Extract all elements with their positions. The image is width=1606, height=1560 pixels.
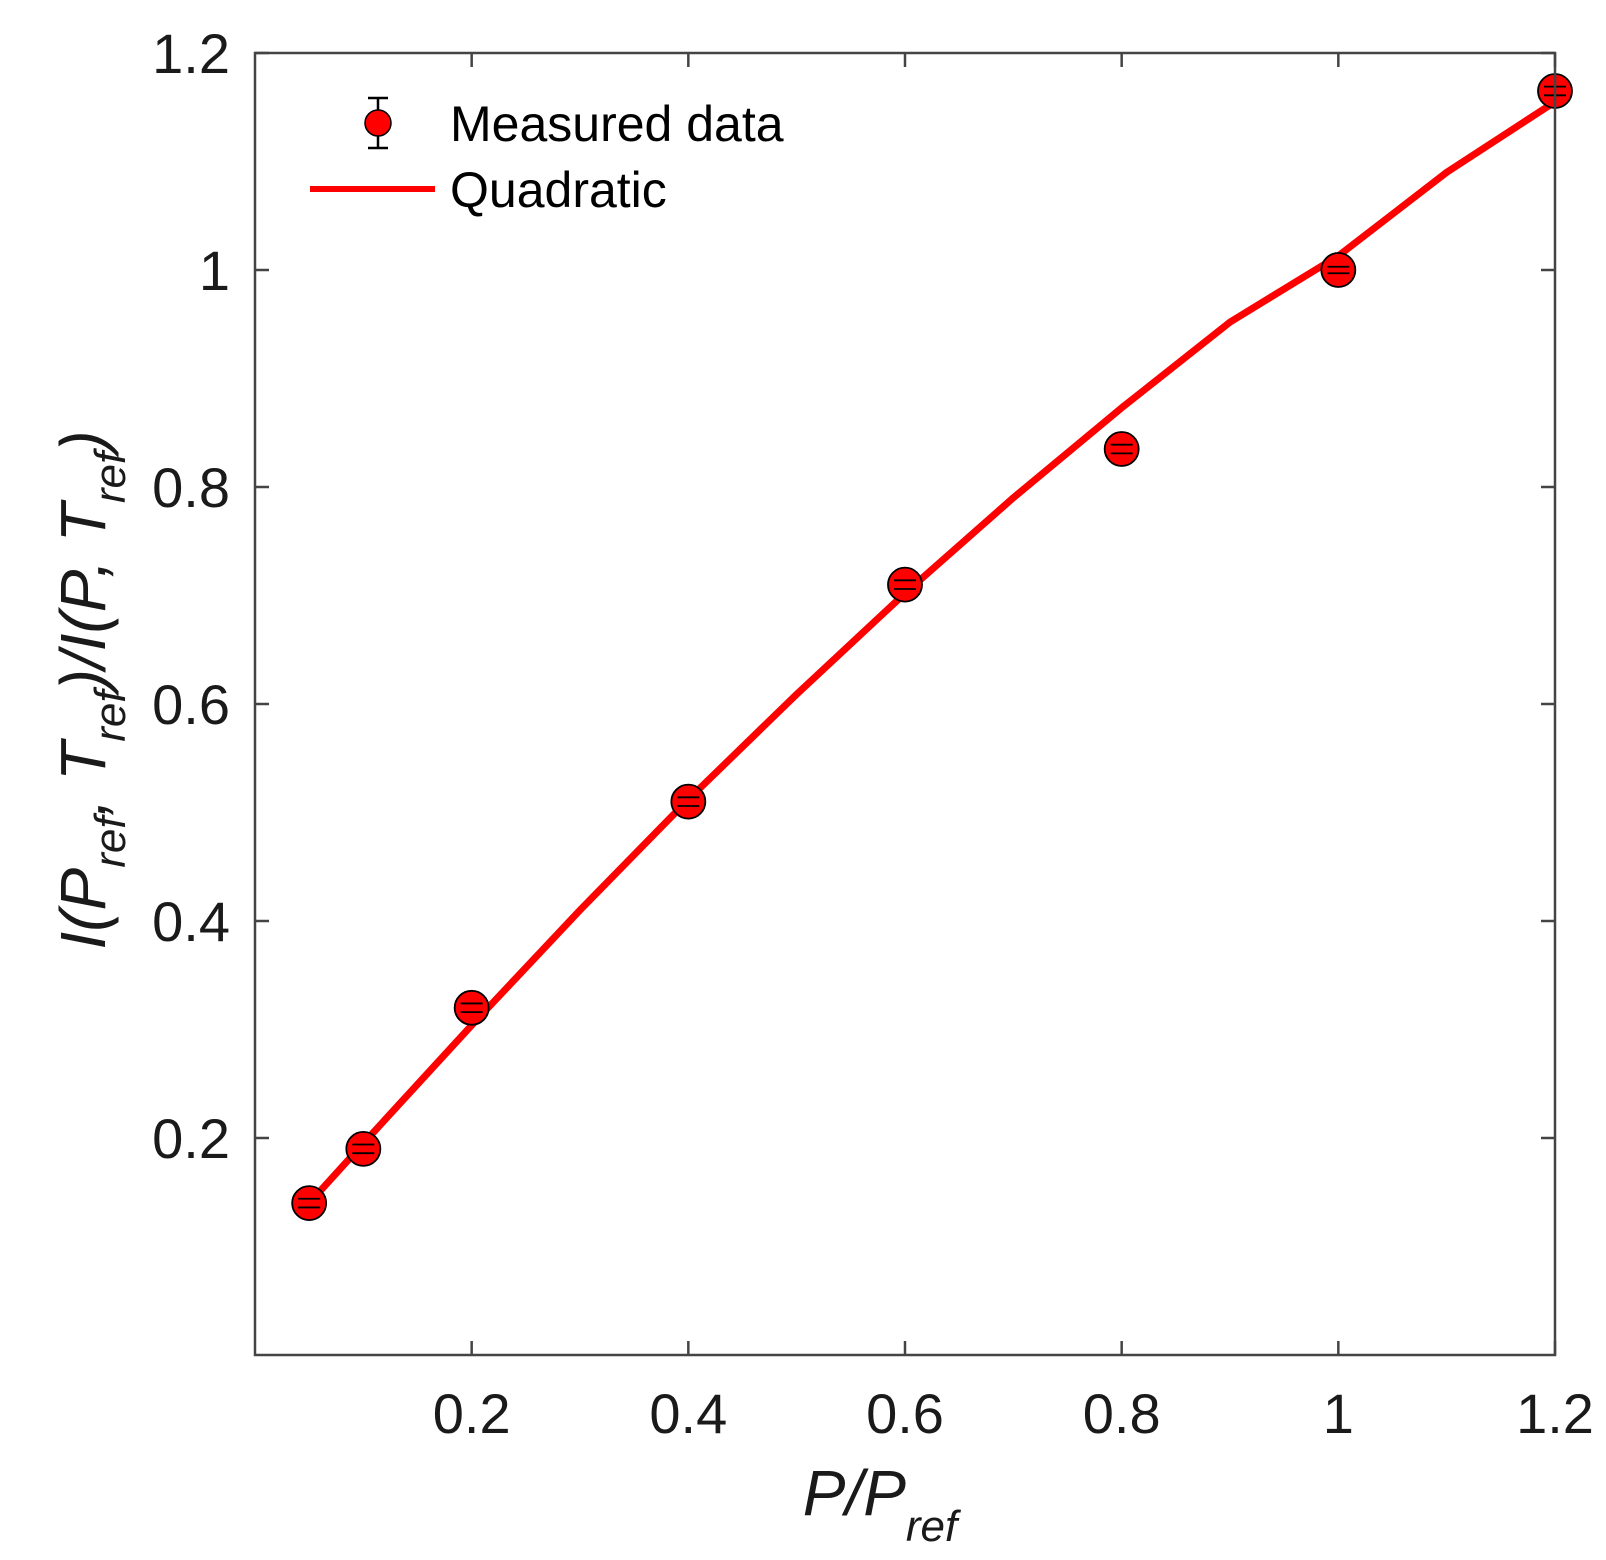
y-tick-label: 1.2 <box>152 22 230 85</box>
data-point <box>670 783 707 820</box>
y-axis-label-part-2: , T <box>47 738 119 817</box>
quadratic-line <box>305 98 1559 1207</box>
data-point-marker <box>670 783 707 820</box>
x-tick-label: 0.8 <box>1083 1382 1161 1445</box>
y-tick-label: 0.6 <box>152 673 230 736</box>
legend: Measured data Quadratic <box>310 96 784 218</box>
x-axis-label-main: P/P <box>803 1457 906 1529</box>
legend-label-quadratic: Quadratic <box>450 162 667 218</box>
legend-label-measured: Measured data <box>450 96 784 152</box>
y-axis-label-sub-3: ref <box>86 447 135 503</box>
y-axis-ticks: 0.2 0.4 0.6 0.8 1 1.2 <box>152 22 1555 1170</box>
data-point <box>1320 252 1357 288</box>
legend-marker <box>364 109 392 137</box>
y-axis-label: I(Pref, Tref)/I(P, Tref) <box>47 430 135 949</box>
data-point <box>453 989 490 1026</box>
x-axis-label-sub: ref <box>906 1502 962 1551</box>
data-point-marker <box>1320 252 1357 288</box>
data-point-marker <box>345 1130 382 1167</box>
x-tick-label: 0.2 <box>433 1382 511 1445</box>
measured-data-series <box>291 73 1573 1221</box>
data-point-marker <box>453 989 490 1026</box>
y-tick-label: 0.2 <box>152 1107 230 1170</box>
y-tick-label: 1 <box>199 239 230 302</box>
data-point <box>887 566 923 603</box>
data-point-marker <box>1103 431 1140 467</box>
data-point-marker <box>291 1185 328 1221</box>
x-tick-label: 1.2 <box>1516 1382 1594 1445</box>
quadratic-series <box>305 98 1559 1207</box>
y-tick-label: 0.4 <box>152 890 230 953</box>
plot-frame <box>253 51 1557 1357</box>
y-axis-label-part-1: I(P <box>47 867 119 949</box>
x-tick-label: 0.4 <box>649 1382 727 1445</box>
y-tick-label: 0.8 <box>152 456 230 519</box>
x-tick-label: 1 <box>1323 1382 1354 1445</box>
data-point-marker <box>887 566 923 603</box>
y-axis-label-part-3: )/I(P, T <box>47 499 119 697</box>
x-axis-ticks: 0.2 0.4 0.6 0.8 1 1.2 <box>433 53 1594 1445</box>
data-point <box>1103 431 1140 467</box>
data-point <box>291 1185 328 1221</box>
y-axis-label-sub-1: ref <box>86 812 135 868</box>
y-axis-label-sub-2: ref <box>86 686 135 742</box>
data-point <box>345 1130 382 1167</box>
x-tick-label: 0.6 <box>866 1382 944 1445</box>
x-axis-label: P/Pref <box>803 1457 962 1551</box>
